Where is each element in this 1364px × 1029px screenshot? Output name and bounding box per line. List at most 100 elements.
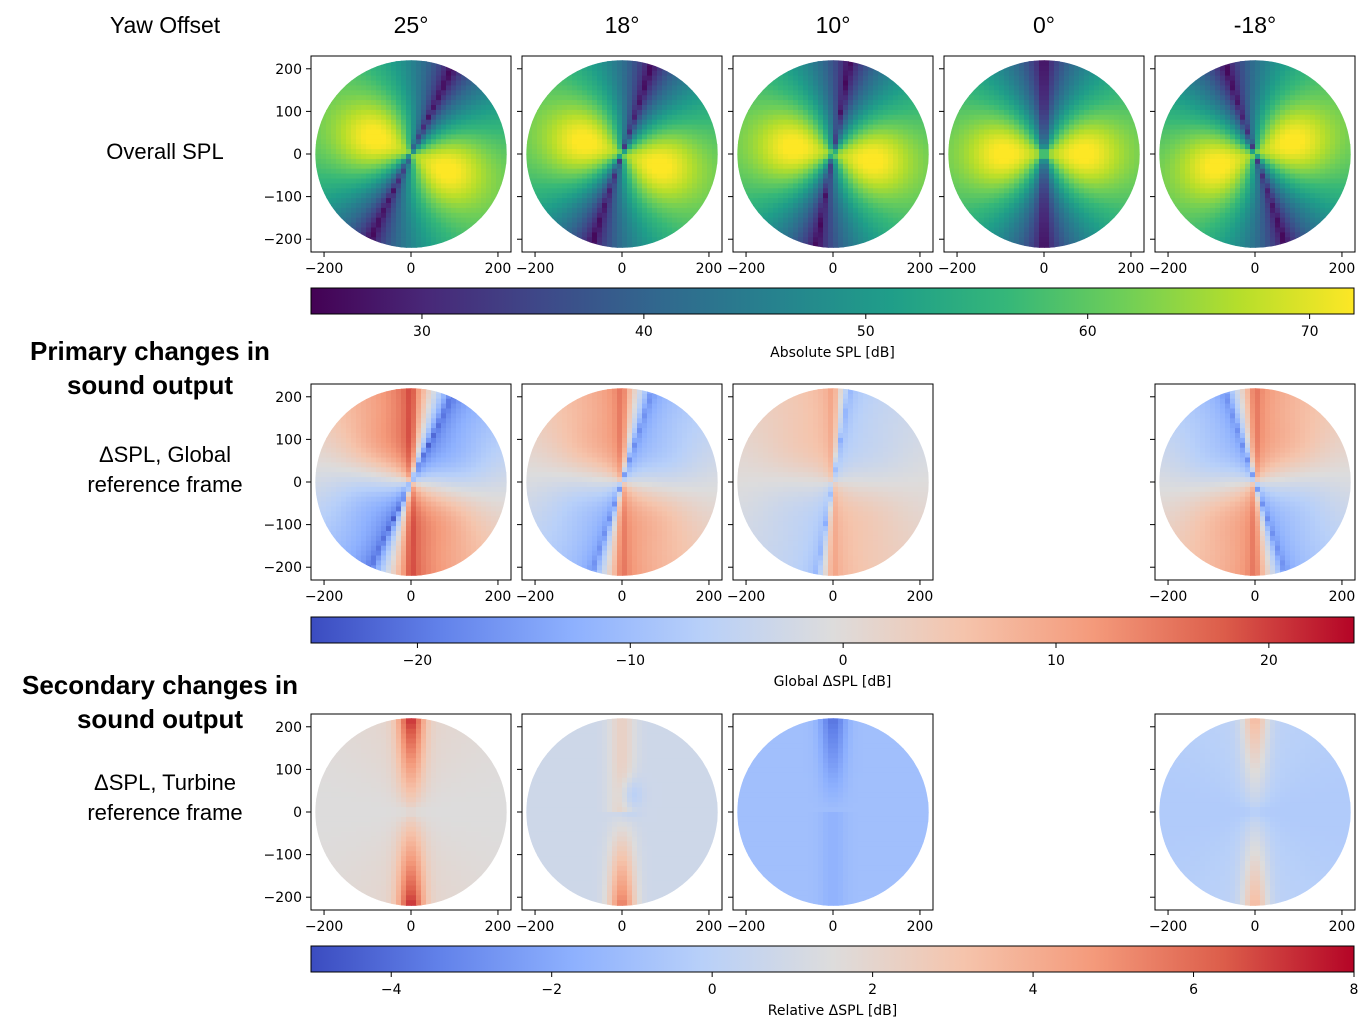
colorbar: 30 40 50 60 70 Absolute SPL [dB] <box>310 287 1355 361</box>
contour-field <box>526 388 718 576</box>
contour-field <box>737 60 929 248</box>
colorbar-gradient <box>310 616 1355 644</box>
colorbar-label: Relative ΔSPL [dB] <box>768 1003 897 1019</box>
panel: −200 0 200 <box>727 713 934 935</box>
colorbar-tick-label: 6 <box>1189 982 1198 998</box>
y-tick-label: −200 <box>264 560 302 576</box>
colorbar-tick-label: −4 <box>381 982 402 998</box>
row-labels: Overall SPL Primary changes in sound outpu… <box>22 139 298 825</box>
panel: −200 0 200 <box>1149 55 1356 277</box>
y-tick-label: −200 <box>264 232 302 248</box>
colorbar-tick-label: −20 <box>403 653 433 669</box>
colorbar-tick-label: −2 <box>541 982 562 998</box>
x-tick-label: −200 <box>305 919 343 935</box>
x-tick-label: 0 <box>618 919 627 935</box>
contour-field <box>1159 60 1351 248</box>
panel: −200 0 200 200 100 0 −100 −200 <box>264 55 512 277</box>
panel: −200 0 200 <box>727 383 934 605</box>
x-tick-label: −200 <box>938 261 976 277</box>
y-tick-label: 0 <box>293 147 302 163</box>
x-tick-label: 0 <box>829 919 838 935</box>
colorbar-label: Absolute SPL [dB] <box>770 345 895 361</box>
x-tick-label: 200 <box>696 589 723 605</box>
contour-field <box>315 388 507 576</box>
x-tick-label: 0 <box>407 919 416 935</box>
colorbar-tick-label: 40 <box>635 324 653 340</box>
y-tick-label: 200 <box>275 62 302 78</box>
colorbar: −4 −2 0 2 4 6 8 Relative ΔSPL [dB] <box>310 945 1359 1019</box>
column-header: 10° <box>816 12 851 38</box>
y-tick-label: −100 <box>264 848 302 864</box>
x-tick-label: 200 <box>1329 589 1356 605</box>
row-label: Overall SPL <box>106 139 223 164</box>
panel: −200 0 200 200 100 0 −100 −200 <box>264 713 512 935</box>
column-header: 18° <box>605 12 640 38</box>
x-tick-label: 200 <box>1329 919 1356 935</box>
colorbar-tick-label: 10 <box>1047 653 1065 669</box>
x-tick-label: −200 <box>1149 261 1187 277</box>
x-tick-label: −200 <box>516 261 554 277</box>
x-tick-label: −200 <box>1149 589 1187 605</box>
row-heading: Secondary changes in <box>22 670 298 700</box>
row-heading: sound output <box>77 704 243 734</box>
contour-field <box>315 60 507 248</box>
contour-field <box>526 60 718 248</box>
colorbar-label: Global ΔSPL [dB] <box>774 674 892 690</box>
colorbar-tick-label: 4 <box>1029 982 1038 998</box>
colorbar-tick-label: 20 <box>1260 653 1278 669</box>
y-tick-label: 100 <box>275 104 302 120</box>
y-tick-label: 100 <box>275 762 302 778</box>
x-tick-label: 0 <box>1251 919 1260 935</box>
x-tick-label: −200 <box>305 589 343 605</box>
contour-field <box>737 718 929 906</box>
x-tick-label: 200 <box>1118 261 1145 277</box>
y-tick-label: 0 <box>293 805 302 821</box>
row-label: ΔSPL, Turbine <box>94 770 236 795</box>
colorbar-gradient <box>310 287 1355 315</box>
panel: −200 0 200 <box>1149 383 1356 605</box>
colorbar: −20 −10 0 10 20 Global ΔSPL [dB] <box>310 616 1355 690</box>
panel: −200 0 200 <box>727 55 934 277</box>
contour-field <box>526 718 718 906</box>
x-tick-label: −200 <box>305 261 343 277</box>
row-label: ΔSPL, Global <box>99 442 231 467</box>
row-heading: Primary changes in <box>30 336 270 366</box>
colorbar-tick-label: 8 <box>1350 982 1359 998</box>
x-tick-label: 200 <box>907 919 934 935</box>
panel: −200 0 200 <box>938 55 1145 277</box>
x-tick-label: −200 <box>727 919 765 935</box>
x-tick-label: −200 <box>516 919 554 935</box>
colorbar-gradient <box>310 945 1355 973</box>
colorbar-tick-label: 2 <box>868 982 877 998</box>
column-header: 0° <box>1033 12 1055 38</box>
contour-field <box>315 718 507 906</box>
y-tick-label: −200 <box>264 890 302 906</box>
x-tick-label: 0 <box>407 261 416 277</box>
row-label: reference frame <box>87 472 242 497</box>
x-tick-label: −200 <box>727 261 765 277</box>
contour-field <box>1159 388 1351 576</box>
panel: −200 0 200 <box>516 713 723 935</box>
x-tick-label: 0 <box>829 261 838 277</box>
x-tick-label: 200 <box>485 919 512 935</box>
column-header: 25° <box>394 12 429 38</box>
x-tick-label: 200 <box>1329 261 1356 277</box>
column-header: -18° <box>1234 12 1276 38</box>
y-tick-label: −100 <box>264 190 302 206</box>
colorbar-tick-label: 0 <box>839 653 848 669</box>
row-heading: sound output <box>67 370 233 400</box>
panel: −200 0 200 <box>516 383 723 605</box>
x-tick-label: 200 <box>907 589 934 605</box>
colorbar-tick-label: 30 <box>413 324 431 340</box>
contour-field <box>1159 718 1351 906</box>
x-tick-label: −200 <box>1149 919 1187 935</box>
y-tick-label: 200 <box>275 720 302 736</box>
x-tick-label: 200 <box>485 589 512 605</box>
panel: −200 0 200 200 100 0 −100 −200 <box>264 383 512 605</box>
y-tick-label: 0 <box>293 475 302 491</box>
colorbar-tick-label: 50 <box>857 324 875 340</box>
x-tick-label: 0 <box>1251 261 1260 277</box>
x-tick-label: −200 <box>727 589 765 605</box>
